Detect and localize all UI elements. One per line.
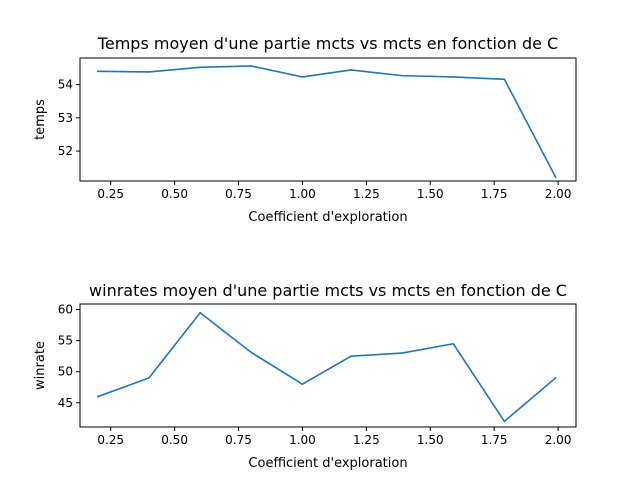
- chart-time-data-point: [503, 78, 506, 81]
- chart-winrate-data-point: [97, 395, 99, 398]
- chart-time-xtick-label: 2.00: [545, 187, 572, 201]
- chart-winrate-data-point: [452, 342, 455, 345]
- chart-time-xtick-label: 0.50: [161, 187, 188, 201]
- chart-winrate-data-point: [148, 377, 150, 379]
- chart-winrate-xtick-label: 1.00: [289, 433, 316, 447]
- chart-winrate-xtick-label: 1.75: [481, 433, 508, 447]
- chart-winrate-ytick-label: 50: [58, 365, 73, 379]
- chart-time-data-point: [301, 76, 304, 78]
- chart-winrate-xlabel: Coefficient d'exploration: [248, 456, 407, 471]
- chart-time-series-line: [97, 65, 557, 179]
- chart-time-frame: [79, 57, 577, 182]
- chart-time-xtick-label: 0.75: [225, 187, 252, 201]
- chart-winrate-title: winrates moyen d'une partie mcts vs mcts…: [89, 281, 567, 300]
- chart-time-data-point: [401, 74, 403, 77]
- chart-time-xlabel: Coefficient d'exploration: [248, 210, 407, 225]
- chart-winrate-marks: [96, 311, 557, 423]
- chart-time-ytick-label: 54: [58, 78, 73, 92]
- chart-winrate-ytick-label: 60: [58, 303, 73, 317]
- chart-time-data-point: [148, 71, 150, 73]
- chart-winrate-frame: [79, 303, 577, 428]
- chart-winrate-series-line: [96, 311, 557, 423]
- chart-winrate-xtick-label: 0.75: [225, 433, 252, 447]
- chart-time-xtick-label: 1.00: [289, 187, 316, 201]
- chart-time-xtick-label: 1.75: [481, 187, 508, 201]
- chart-winrate-xtick-label: 0.25: [97, 433, 124, 447]
- chart-time: Temps moyen d'une partie mcts vs mcts en…: [33, 34, 577, 225]
- chart-time-xtick-label: 1.50: [417, 187, 444, 201]
- chart-time-data-point: [452, 76, 455, 78]
- chart-winrate-ytick-label: 45: [58, 396, 73, 410]
- chart-time-data-point: [250, 65, 253, 67]
- chart-winrate-data-point: [350, 355, 352, 357]
- chart-winrate-xtick-label: 1.25: [353, 433, 380, 447]
- chart-winrate-data-point: [199, 311, 201, 314]
- chart-winrate-data-point: [554, 377, 557, 379]
- chart-winrate-data-point: [250, 351, 253, 354]
- chart-time-marks: [97, 65, 557, 179]
- chart-winrate: winrates moyen d'une partie mcts vs mcts…: [33, 281, 577, 471]
- chart-winrate-ticks: 0.25 0.50 0.75 1.00 1.25 1.50 1.75 2.00 45 50 55 60: [58, 303, 572, 447]
- chart-time-data-point: [350, 69, 352, 71]
- chart-time-ytick-label: 52: [58, 144, 73, 158]
- chart-time-ylabel: temps: [33, 99, 48, 140]
- chart-winrate-data-point: [503, 420, 506, 423]
- chart-time-data-point: [554, 176, 557, 178]
- chart-time-data-point: [199, 66, 201, 69]
- chart-time-ticks: 0.25 0.50 0.75 1.00 1.25 1.50 1.75 2.00 52 53 54: [58, 78, 572, 201]
- chart-time-data-point: [97, 70, 99, 73]
- chart-time-xtick-label: 0.25: [97, 187, 124, 201]
- chart-winrate-xtick-label: 2.00: [545, 433, 572, 447]
- chart-time-xtick-label: 1.25: [353, 187, 380, 201]
- chart-winrate-data-point: [401, 352, 403, 354]
- chart-winrate-ylabel: winrate: [33, 341, 48, 390]
- chart-winrate-ytick-label: 55: [58, 334, 73, 348]
- chart-time-ytick-label: 53: [58, 111, 73, 125]
- chart-winrate-xtick-label: 0.50: [161, 433, 188, 447]
- chart-time-title: Temps moyen d'une partie mcts vs mcts en…: [97, 34, 558, 53]
- chart-winrate-xtick-label: 1.50: [417, 433, 444, 447]
- chart-winrate-data-point: [301, 383, 304, 385]
